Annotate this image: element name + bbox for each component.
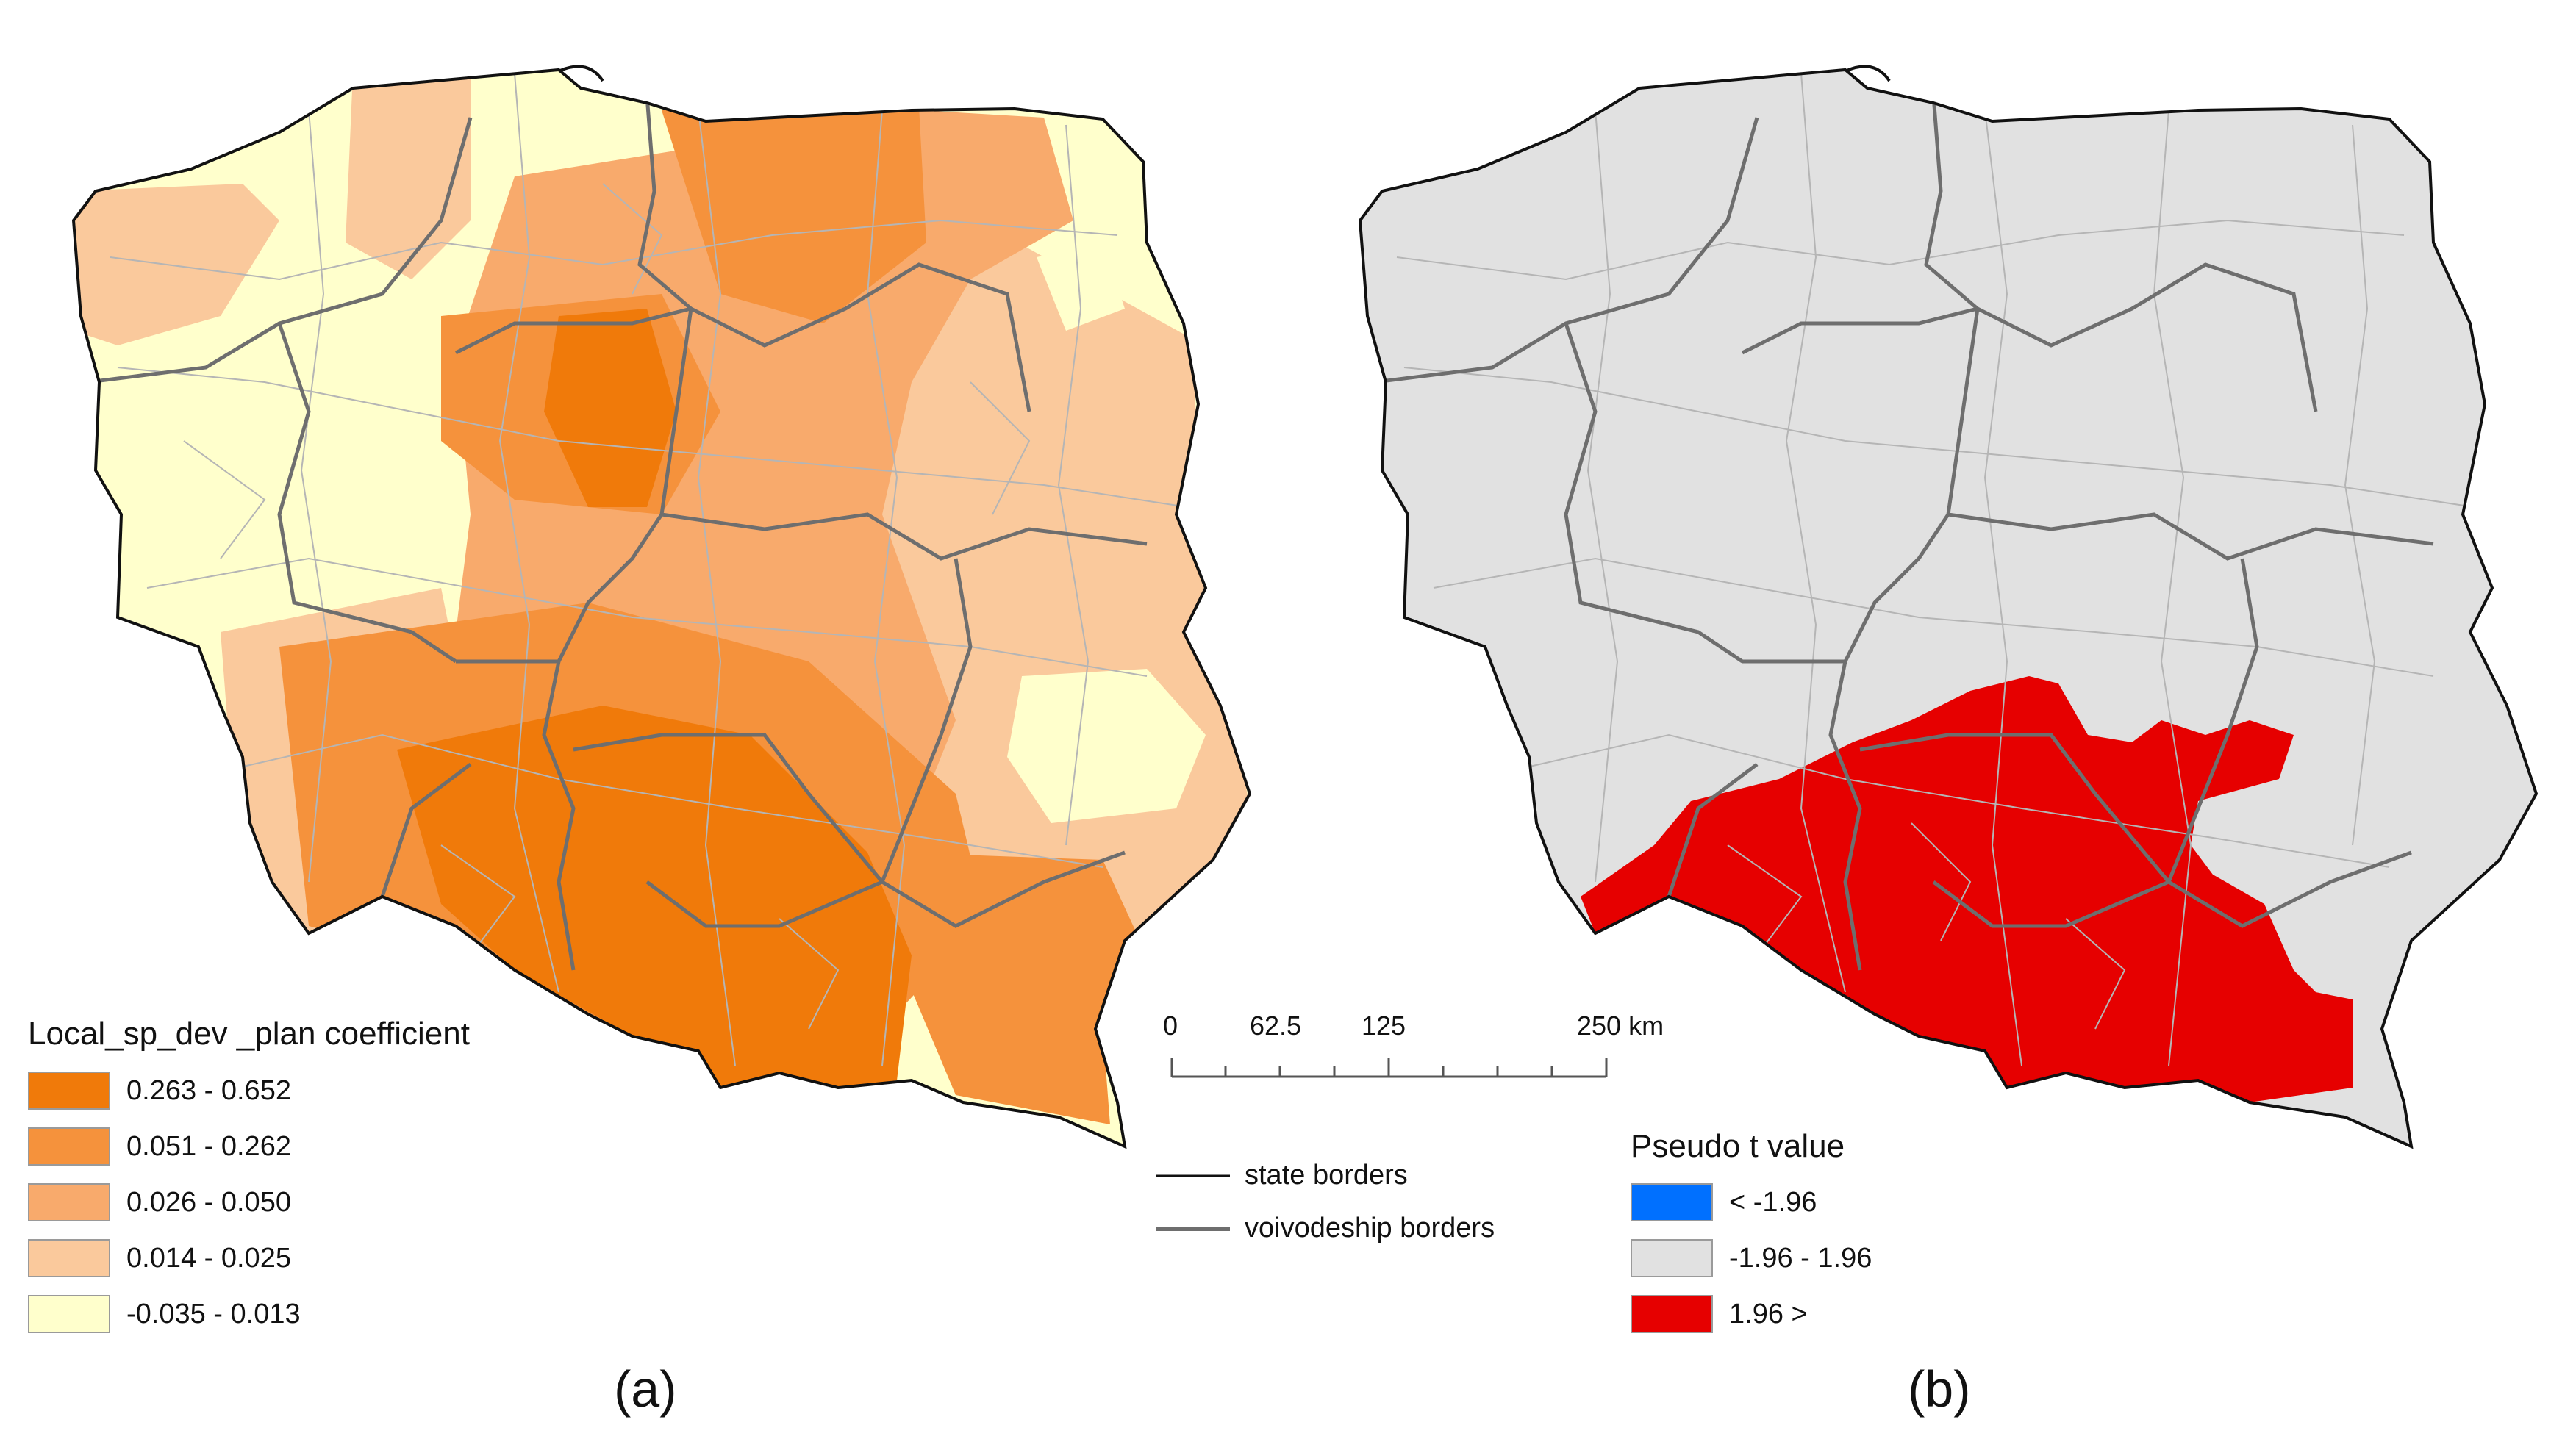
legend-b-item: < -1.96 xyxy=(1631,1182,1817,1223)
region-southeast-strong xyxy=(897,853,1147,1124)
legend-a-swatch xyxy=(28,1127,110,1166)
legend-a-swatch xyxy=(28,1295,110,1333)
scale-tick-250-km: 250 km xyxy=(1577,1011,1664,1041)
legend-b-swatch xyxy=(1631,1239,1713,1277)
legend-a-item: 0.263 - 0.652 xyxy=(28,1070,291,1111)
panel-label-a: (a) xyxy=(614,1360,677,1418)
region-south-strongest xyxy=(397,706,912,1088)
legend-a-item: 0.026 - 0.050 xyxy=(28,1182,291,1223)
region-northeast-strong xyxy=(662,107,926,323)
voivodeship-borders-b xyxy=(1374,95,2434,971)
region-north-coast xyxy=(346,73,471,279)
voivodeship-borders-a xyxy=(87,95,1148,971)
legend-a-swatch xyxy=(28,1239,110,1277)
legend-a-label: 0.014 - 0.025 xyxy=(126,1242,291,1274)
legend-b-swatch xyxy=(1631,1295,1713,1333)
legend-a-label: -0.035 - 0.013 xyxy=(126,1298,301,1329)
legend-a-label: 0.026 - 0.050 xyxy=(126,1186,291,1218)
region-ne-low-patch xyxy=(1037,243,1125,331)
scale-bar xyxy=(1170,1058,1608,1078)
state-borders-label: state borders xyxy=(1245,1160,1408,1191)
legend-b-title: Pseudo t value xyxy=(1631,1128,1845,1164)
legend-b-item: 1.96 > xyxy=(1631,1293,1808,1335)
legend-a-swatch xyxy=(28,1072,110,1110)
legend-b-label: < -1.96 xyxy=(1729,1186,1817,1218)
coast-spit-a xyxy=(559,65,604,82)
map-a xyxy=(72,65,1251,1148)
coast-spit-b xyxy=(1846,65,1891,82)
voivodeship-borders-label: voivodeship borders xyxy=(1245,1213,1495,1243)
legend-b-swatch xyxy=(1631,1183,1713,1221)
municipal-borders-a xyxy=(110,73,1236,1066)
region-nonsignificant xyxy=(1360,70,2536,1146)
legend-b-item: -1.96 - 1.96 xyxy=(1631,1238,1872,1279)
legend-b-label: 1.96 > xyxy=(1729,1298,1808,1329)
legend-a-item: 0.051 - 0.262 xyxy=(28,1126,291,1167)
legend-a-label: 0.263 - 0.652 xyxy=(126,1074,291,1106)
region-center-strongest xyxy=(544,309,676,507)
legend-b-label: -1.96 - 1.96 xyxy=(1729,1242,1872,1274)
region-west-transition xyxy=(74,184,279,345)
legend-a-swatch xyxy=(28,1183,110,1221)
region-east-low-patch xyxy=(1007,669,1206,823)
scale-tick-62-5: 62.5 xyxy=(1250,1011,1302,1041)
legend-a-label: 0.051 - 0.262 xyxy=(126,1130,291,1162)
scale-tick-0: 0 xyxy=(1163,1011,1178,1041)
legend-a-item: 0.014 - 0.025 xyxy=(28,1238,291,1279)
scale-tick-125: 125 xyxy=(1362,1011,1406,1041)
map-b xyxy=(1359,65,2538,1148)
legend-a-title: Local_sp_dev _plan coefficient xyxy=(28,1016,470,1052)
panel-label-b: (b) xyxy=(1908,1360,1971,1418)
legend-a-item: -0.035 - 0.013 xyxy=(28,1293,301,1335)
